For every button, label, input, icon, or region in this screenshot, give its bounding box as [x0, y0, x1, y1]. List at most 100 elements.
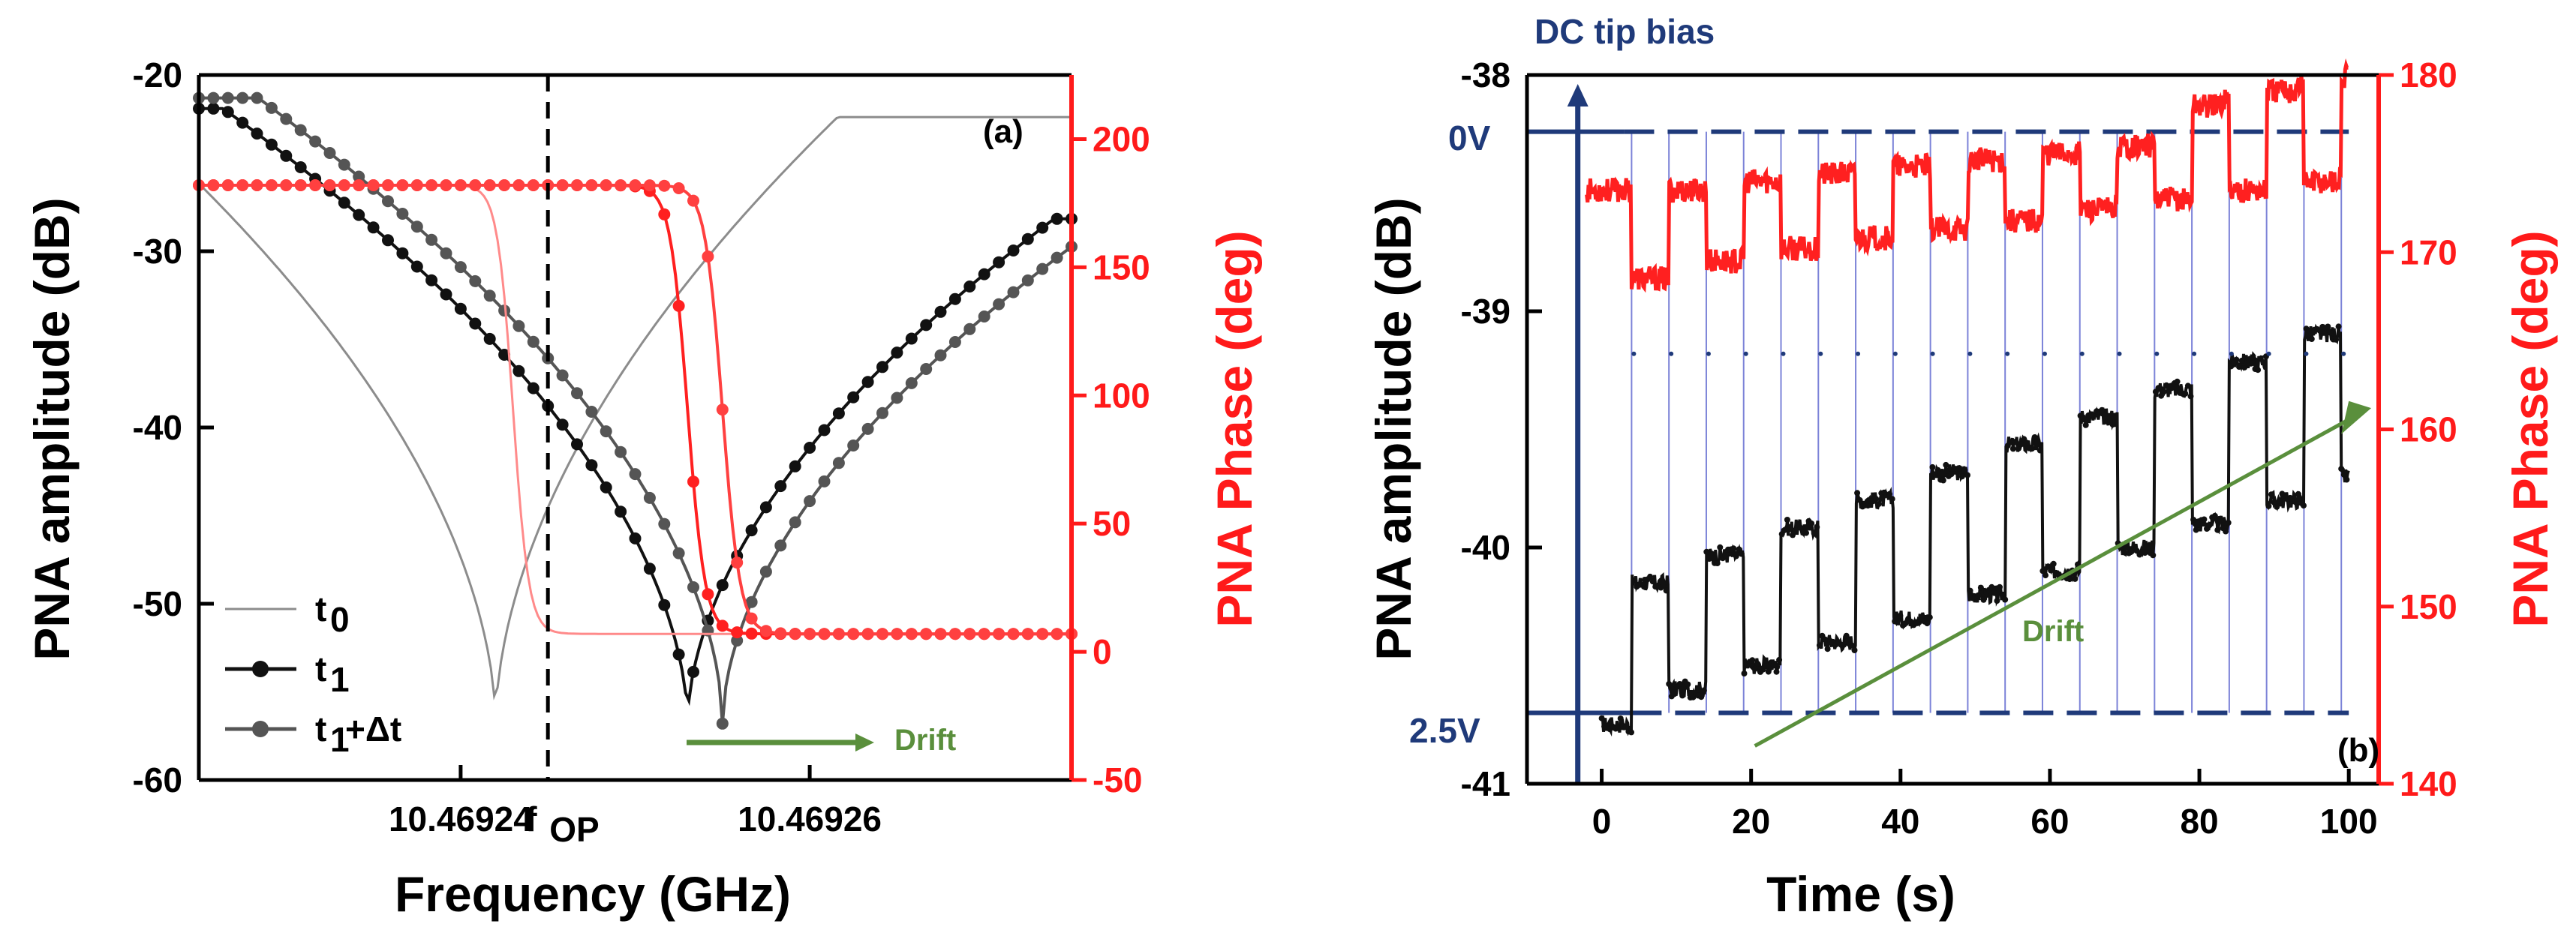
- panel-a-series-2-point: [643, 491, 656, 504]
- panel-a-legend-marker: [252, 661, 269, 677]
- panel-a-series-2-point: [731, 634, 744, 647]
- panel-b-marker-dot: [1892, 351, 1898, 356]
- panel-a-series-2-point: [527, 335, 540, 348]
- panel-b-amplitude-point: [2233, 356, 2240, 363]
- panel-b-amplitude-point: [2150, 552, 2157, 559]
- panel-b-amplitude-point: [1991, 590, 1997, 596]
- panel-b-amplitude-point: [1967, 587, 1973, 594]
- panel-b-amplitude-point: [1773, 668, 1780, 675]
- panel-b-phase-trace: [1585, 58, 2349, 293]
- panel-b-amplitude-point: [2174, 378, 2181, 385]
- panel-b-marker-dot: [1781, 351, 1786, 356]
- panel-a-series-1-point: [221, 106, 234, 118]
- panel-b-amplitude-point: [2292, 499, 2299, 506]
- panel-a-series-5-point: [367, 179, 380, 191]
- panel-b-amplitude-point: [1765, 668, 1772, 675]
- panel-a-series-1-point: [905, 332, 918, 345]
- panel-a-x-tick-label: 10.46924: [389, 800, 533, 838]
- panel-b-amplitude-point: [1902, 620, 1909, 626]
- panel-a-series-1-point: [1051, 212, 1063, 225]
- panel-a-series-2-point: [265, 101, 278, 114]
- panel-a-label: (a): [983, 113, 1023, 150]
- panel-a-series-4-point: [658, 208, 671, 220]
- panel-b-amplitude-point: [1763, 663, 1769, 670]
- panel-a-series-2-point: [978, 310, 990, 322]
- panel-b-marker-dot: [2304, 351, 2309, 356]
- panel-a-series-5-point: [236, 179, 249, 191]
- panel-a-series-5-point: [978, 628, 990, 640]
- panel-a-series-5-point: [934, 628, 947, 640]
- panel-a-series-4-point: [745, 627, 758, 640]
- panel-b-amplitude-point: [2082, 422, 2089, 428]
- panel-a-series-5-point: [745, 612, 758, 625]
- panel-b-amplitude-point: [1717, 544, 1724, 550]
- panel-b-marker-dot: [2154, 351, 2160, 356]
- panel-b-amplitude-point: [1961, 466, 1968, 473]
- panel-a-series-1-point: [498, 349, 511, 361]
- panel-b-amplitude-point: [1797, 524, 1804, 531]
- panel-a-series-1-point: [818, 424, 831, 436]
- panel-a-series-1-point: [571, 438, 583, 451]
- panel-a-series-1-point: [338, 196, 350, 209]
- panel-a-left-tick-label: -60: [133, 760, 182, 800]
- panel-b-ylabel-right: PNA Phase (deg): [2502, 230, 2558, 627]
- panel-b-amplitude-point: [2338, 466, 2345, 472]
- panel-a-series-4-point: [672, 299, 685, 312]
- panel-a-series-2-point: [556, 369, 569, 382]
- panel-b-right-tick-label: 140: [2400, 764, 2457, 803]
- panel-a-series-2-point: [1007, 286, 1020, 298]
- panel-b-x-tick-label: 60: [2030, 802, 2069, 841]
- panel-a-xlabel: Frequency (GHz): [395, 866, 791, 922]
- panel-b-amplitude-point: [1776, 656, 1783, 663]
- panel-a-series-5-point: [309, 179, 322, 191]
- panel-b-amplitude-point: [2029, 446, 2035, 452]
- panel-b-amplitude-point: [2023, 440, 2030, 446]
- panel-b-xlabel: Time (s): [1766, 866, 1955, 922]
- panel-b-x-tick-label: 100: [2320, 802, 2378, 841]
- panel-b-amplitude-point: [2193, 526, 2199, 533]
- panel-a-series-4-line: [199, 184, 1072, 636]
- panel-b-amplitude-point: [1792, 527, 1799, 534]
- panel-b-amplitude-point: [1736, 546, 1742, 553]
- panel-a-series-5-point: [382, 179, 394, 191]
- panel-b-marker-dot: [1856, 351, 1861, 356]
- panel-a-series-2-point: [876, 406, 888, 419]
- panel-a-series-1-point: [615, 506, 627, 518]
- panel-a-series-4-point: [687, 476, 699, 488]
- panel-a-drift-arrowhead: [855, 734, 874, 752]
- panel-b-amplitude-point: [1929, 464, 1936, 470]
- panel-b-amplitude-point: [1999, 591, 2006, 598]
- panel-b-bias-25v: 2.5V: [1409, 711, 1480, 750]
- panel-a-series-1-point: [600, 481, 612, 494]
- panel-a-series-5-point: [498, 179, 511, 191]
- panel-a-series-5-point: [905, 628, 918, 640]
- panel-b-right-tick-label: 180: [2400, 56, 2457, 94]
- panel-b-marker-dot: [1706, 351, 1711, 356]
- panel-b-amplitude-point: [1700, 687, 1707, 694]
- panel-a-series-1-point: [207, 102, 220, 115]
- panel-b-amplitude-point: [2072, 575, 2079, 582]
- panel-a-left-tick-label: -50: [133, 584, 182, 623]
- panel-b-amplitude-point: [2039, 568, 2046, 574]
- panel-a-series-2-point: [629, 468, 642, 481]
- panel-b-amplitude-point: [1741, 670, 1748, 676]
- panel-b-amplitude-point: [1754, 661, 1761, 668]
- panel-a-ylabel-right: PNA Phase (deg): [1207, 230, 1262, 627]
- panel-a-series-1-point: [585, 459, 598, 472]
- panel-a-series-5-point: [818, 628, 831, 640]
- panel-a-series-2-point: [774, 539, 787, 552]
- panel-b-amplitude-point: [1733, 553, 1739, 560]
- panel-a-series-1-point: [396, 247, 409, 260]
- panel-b-x-tick-label: 0: [1592, 802, 1612, 841]
- panel-a-series-0-line: [199, 116, 1072, 700]
- panel-a-series-2-point: [818, 475, 831, 488]
- panel-a-series-1-point: [469, 317, 482, 330]
- panel-a-series-2-point: [294, 124, 307, 136]
- panel-a-series-2-point: [905, 376, 918, 389]
- panel-b-amplitude-point: [2340, 471, 2347, 478]
- panel-a-series-2-point: [382, 195, 394, 208]
- panel-a-series-1-point: [294, 161, 307, 173]
- panel-b-amplitude-point: [2160, 388, 2167, 395]
- panel-a-series-1-point: [774, 480, 787, 493]
- panel-b-amplitude-point: [1771, 662, 1777, 668]
